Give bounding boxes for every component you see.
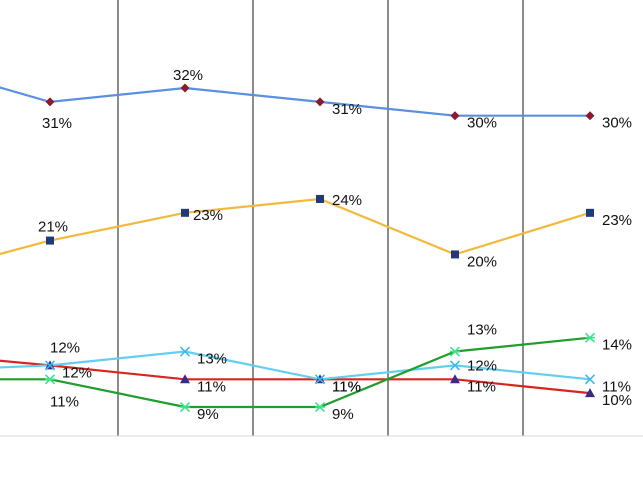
series-4-marker-5-b — [584, 374, 596, 385]
gridlines — [0, 0, 643, 437]
series-3-marker-2 — [180, 374, 190, 384]
series-4-marker-2 — [179, 346, 191, 357]
series-5-marker-5 — [584, 332, 596, 343]
series-4-marker-1 — [44, 360, 56, 371]
series-5-marker-3 — [314, 401, 326, 413]
series-4-label-4: 12% — [467, 357, 497, 374]
series-5-marker-1 — [44, 374, 56, 385]
series-1-label-4: 30% — [467, 115, 497, 132]
series-1-label-3: 31% — [332, 101, 362, 118]
series-1-marker-5 — [585, 111, 595, 121]
series-4-label-5: 11% — [602, 378, 631, 395]
series-4-marker-5 — [584, 374, 596, 385]
series-3-label-5: 10% — [602, 392, 632, 409]
series-2-label-2: 23% — [193, 207, 223, 224]
series-5-label-2: 9% — [197, 406, 219, 423]
series-4-marker-3 — [314, 374, 326, 385]
series-4-marker-1-b — [44, 360, 56, 371]
series-2-label-5: 23% — [602, 212, 632, 229]
series-2-line — [0, 197, 591, 256]
series-4-label-1: 12% — [50, 339, 80, 356]
series-4-marker-3-b — [314, 374, 326, 385]
series-markers — [44, 83, 596, 413]
series-3-label-3: 11% — [332, 378, 361, 395]
series-3-line — [0, 359, 591, 395]
series-1-marker-4 — [450, 111, 460, 121]
series-2-marker-4 — [451, 250, 459, 259]
series-2-marker-5 — [586, 208, 594, 217]
series-5-label-5: 14% — [602, 337, 632, 354]
series-5-line — [0, 336, 591, 409]
series-3-label-2: 11% — [197, 378, 226, 395]
series-lines — [0, 86, 591, 409]
series-5-marker-4 — [449, 346, 461, 357]
series-2-marker-3 — [316, 194, 324, 203]
series-3-marker-5 — [585, 388, 595, 398]
series-4-marker-2-b — [179, 346, 191, 357]
series-1-line — [0, 86, 590, 117]
series-3-label-1: 12% — [62, 364, 92, 381]
series-1-marker-1 — [45, 97, 55, 107]
series-1-label-2: 32% — [173, 67, 203, 84]
series-1-label-5: 30% — [602, 115, 632, 132]
series-2-label-4: 20% — [467, 253, 497, 270]
series-2-marker-1 — [46, 236, 54, 245]
series-3-label-4: 11% — [467, 378, 496, 395]
series-1-marker-3 — [315, 97, 325, 107]
series-5-label-4: 13% — [467, 322, 497, 339]
data-labels: 31%32%31%30% 30%21%23%24%20%23%12%11% 11% 1… — [38, 67, 632, 423]
series-1-label-1: 31% — [42, 115, 72, 132]
series-4-label-3: 11% — [332, 378, 361, 395]
series-4-label-2: 13% — [197, 351, 227, 368]
series-3-marker-4 — [450, 374, 460, 384]
series-2-marker-2 — [181, 208, 189, 217]
series-2-label-3: 24% — [332, 192, 362, 209]
series-4-marker-4-b — [449, 360, 461, 371]
series-2-label-1: 21% — [38, 219, 68, 236]
series-5-label-3: 9% — [332, 406, 354, 423]
series-5-label-1: 11% — [50, 393, 79, 410]
series-5-marker-2 — [179, 401, 191, 413]
series-4-line — [0, 350, 591, 381]
series-4-marker-4 — [449, 360, 461, 371]
series-1-marker-2 — [180, 83, 190, 93]
